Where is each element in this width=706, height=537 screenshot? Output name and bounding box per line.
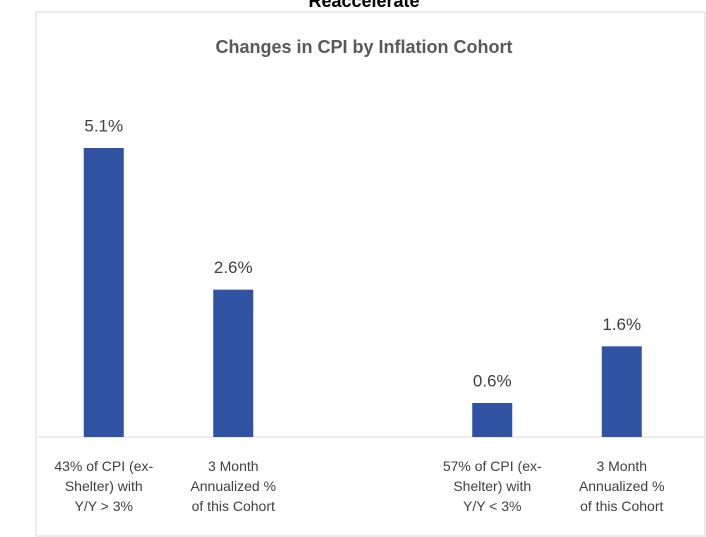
bar bbox=[601, 346, 642, 437]
x-tick-label: 43% of CPI (ex- Shelter) with Y/Y > 3% bbox=[54, 458, 154, 514]
header-text: Reaccelerate bbox=[308, 0, 419, 11]
data-label: 5.1% bbox=[84, 116, 123, 135]
bar bbox=[83, 148, 124, 437]
x-tick-label: 3 Month Annualized % of this Cohort bbox=[190, 458, 277, 514]
data-label: 0.6% bbox=[473, 371, 512, 390]
bar bbox=[472, 403, 513, 437]
data-label: 2.6% bbox=[214, 258, 253, 277]
x-tick-label: 57% of CPI (ex- Shelter) with Y/Y < 3% bbox=[442, 458, 542, 514]
chart-title: Changes in CPI by Inflation Cohort bbox=[216, 37, 513, 57]
bar bbox=[213, 289, 254, 437]
x-tick-label: 3 Month Annualized % of this Cohort bbox=[578, 458, 665, 514]
chart-frame bbox=[35, 11, 706, 537]
data-label: 1.6% bbox=[602, 315, 641, 334]
